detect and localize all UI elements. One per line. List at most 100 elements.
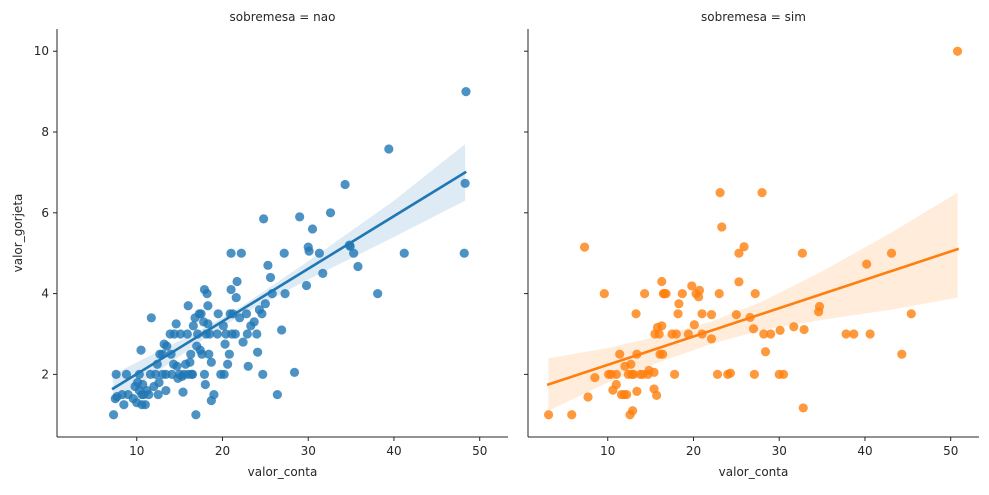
data-point [340, 179, 350, 190]
regression-line [111, 170, 467, 391]
data-point [185, 357, 195, 367]
x-tick-label: 10 [600, 444, 615, 458]
data-point [611, 369, 621, 379]
data-point [263, 260, 273, 270]
data-point [213, 309, 223, 319]
data-point [862, 259, 872, 269]
data-point [241, 309, 252, 319]
y-tick-label: 6 [41, 206, 49, 220]
data-point [111, 369, 121, 379]
data-point [295, 212, 305, 222]
data-point [258, 369, 268, 379]
data-point [384, 144, 394, 154]
data-point [226, 284, 236, 295]
data-point [673, 309, 683, 319]
scatter-points [543, 46, 963, 420]
data-point [652, 390, 662, 400]
x-axis-label: valor_conta [248, 465, 318, 479]
data-point [353, 261, 363, 272]
data-point [257, 309, 267, 319]
data-point [649, 367, 659, 377]
data-point [906, 309, 916, 319]
data-point [865, 329, 875, 339]
data-point [196, 309, 206, 319]
data-point [760, 347, 771, 357]
scatter-points [108, 87, 471, 420]
data-point [182, 329, 192, 339]
data-point [657, 276, 667, 287]
confidence-band [113, 144, 466, 403]
data-point [674, 299, 684, 309]
data-point [235, 313, 245, 323]
data-point [712, 369, 723, 379]
data-point [459, 248, 469, 258]
data-point [657, 321, 667, 331]
data-point [611, 379, 621, 390]
data-point [715, 188, 725, 198]
panel-1: sobremesa = nao 10 20 30 40 50 2 4 6 8 10 valor_con… [11, 10, 508, 479]
x-tick-label: 10 [129, 444, 144, 458]
data-point [280, 288, 290, 299]
data-point [689, 320, 699, 330]
data-point [399, 248, 409, 258]
data-point [599, 288, 609, 299]
data-point [567, 410, 577, 420]
data-point [259, 214, 269, 224]
data-point [632, 386, 642, 396]
data-point [224, 349, 234, 359]
x-tick-label: 30 [301, 444, 316, 458]
data-point [670, 369, 680, 379]
data-point [252, 329, 262, 339]
data-point [204, 349, 214, 359]
data-point [119, 400, 129, 410]
y-tick-label: 8 [41, 125, 49, 139]
data-point [136, 345, 146, 355]
data-point [307, 224, 318, 234]
data-point [775, 325, 785, 335]
data-point [178, 387, 188, 397]
data-point [203, 319, 213, 329]
data-point [304, 246, 314, 256]
data-point [626, 359, 636, 369]
data-point [203, 301, 213, 311]
data-point [460, 178, 470, 188]
data-point [153, 389, 163, 400]
data-point [759, 329, 769, 339]
data-point [325, 208, 336, 218]
data-point [658, 349, 668, 359]
data-point [897, 349, 907, 359]
data-point [140, 400, 150, 410]
data-point [778, 369, 789, 379]
data-point [714, 288, 724, 299]
data-point [209, 389, 219, 400]
data-point [219, 369, 229, 379]
panel-2: sobremesa = sim 10 20 30 40 50 valor_conta [524, 10, 979, 479]
data-point [814, 301, 825, 312]
data-point [697, 309, 707, 319]
x-tick-label: 20 [215, 444, 230, 458]
data-point [172, 361, 182, 371]
data-point [162, 341, 172, 351]
data-point [739, 242, 749, 252]
data-point [725, 368, 735, 378]
x-tick-label: 40 [857, 444, 872, 458]
y-tick-label: 2 [41, 367, 49, 381]
data-point [223, 359, 233, 369]
data-point [318, 268, 328, 278]
data-point [200, 379, 210, 390]
data-point [230, 329, 240, 339]
data-point [590, 373, 600, 383]
data-point [952, 46, 963, 56]
x-tick-label: 50 [472, 444, 487, 458]
data-point [186, 349, 196, 359]
data-point [461, 87, 471, 97]
data-point [151, 369, 161, 379]
data-point [183, 301, 193, 311]
panel-title: sobremesa = sim [701, 10, 806, 24]
data-point [671, 329, 681, 339]
data-point [798, 403, 808, 413]
data-point [748, 324, 759, 334]
data-point [231, 293, 241, 303]
data-point [717, 222, 727, 232]
